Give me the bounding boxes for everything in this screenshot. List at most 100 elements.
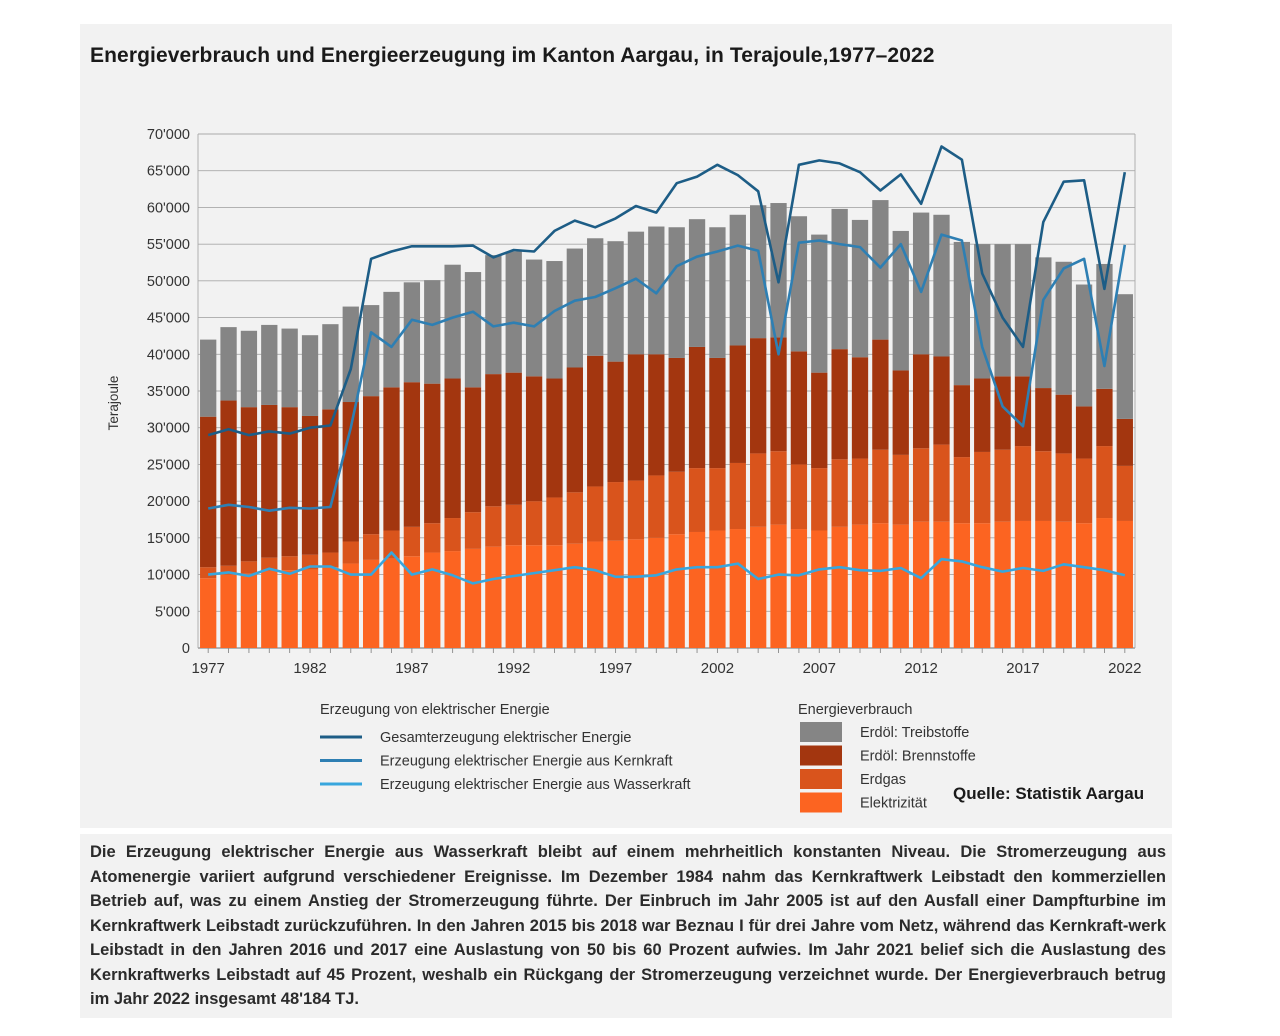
bar-segment (566, 492, 583, 544)
bar-segment (1035, 451, 1052, 521)
x-tick-label: 2022 (1108, 660, 1141, 677)
bar-segment (587, 486, 604, 542)
bar-segment (831, 526, 848, 648)
bar-segment (770, 524, 787, 648)
bar-segment (546, 261, 563, 379)
bar-segment (261, 404, 278, 558)
bar-segment (790, 529, 808, 648)
y-tick-label: 25'000 (147, 457, 190, 473)
bar-segment (933, 521, 950, 648)
bar-segment (933, 356, 950, 445)
bar-segment (892, 454, 909, 525)
y-tick-label: 50'000 (147, 274, 190, 290)
bar-segment (1055, 394, 1072, 454)
source-note: Quelle: Statistik Aargau (953, 784, 1145, 803)
bar-segment (892, 524, 909, 648)
bar-segment (750, 205, 767, 339)
bar-segment (240, 561, 258, 574)
legend-bar-swatch (800, 722, 842, 742)
bar-segment (200, 339, 217, 417)
bar-segment (912, 521, 930, 648)
bar-segment (200, 578, 217, 648)
y-tick-label: 55'000 (147, 237, 190, 253)
bar-segment (566, 367, 583, 493)
bar-segment (668, 357, 685, 472)
bar-segment (912, 354, 930, 449)
bar-segment (851, 524, 869, 648)
bar-segment (811, 468, 828, 531)
bar-segment (240, 407, 258, 562)
bar-segment (546, 497, 563, 546)
bar-segment (790, 216, 808, 352)
y-tick-label: 35'000 (147, 384, 190, 400)
bar-segment (444, 518, 461, 552)
x-tick-label: 1982 (293, 660, 326, 677)
bar-segment (281, 556, 298, 571)
bar-segment (729, 345, 746, 463)
bar-segment (362, 559, 380, 648)
bar-segment (525, 376, 543, 502)
bar-segment (607, 361, 624, 483)
bar-segment (709, 530, 726, 648)
bar-segment (627, 231, 645, 355)
bar-segment (1096, 518, 1113, 648)
bar-segment (424, 383, 441, 524)
legend-line-label: Erzeugung elektrischer Energie aus Kernk… (380, 754, 673, 770)
bar-segment (485, 374, 502, 507)
x-tick-label: 2012 (904, 660, 937, 677)
bar-segment (688, 219, 706, 347)
bar-segment (872, 523, 889, 648)
bar-segment (1014, 520, 1032, 648)
bar-segment (220, 574, 237, 648)
bar-segment (688, 468, 706, 532)
bar-segment (607, 241, 624, 362)
bar-segment (464, 548, 482, 648)
bar-segment (281, 407, 298, 557)
bar-segment (1055, 521, 1072, 648)
bar-segment (301, 415, 319, 555)
chart-svg: 0 5'000 10'000 15'000 20'000 25'000 30'000 35'0… (106, 127, 1142, 813)
bar-segment (505, 504, 522, 546)
bar-segment (1075, 406, 1093, 459)
bar-segment (505, 372, 522, 505)
bar-segment (892, 370, 909, 455)
bar-segment (281, 328, 298, 408)
bar-segment (648, 226, 665, 355)
bar-segment (831, 349, 848, 460)
bar-segment (362, 534, 380, 560)
bar-segment (383, 530, 400, 559)
bar-segment (220, 400, 237, 566)
bar-segment (790, 464, 808, 530)
caption-box: Die Erzeugung elektrischer Energie aus W… (80, 834, 1172, 1018)
y-tick-label: 5'000 (155, 604, 190, 620)
bar-segment (770, 337, 787, 452)
bar-segment (872, 339, 889, 450)
x-tick-label: 1977 (191, 660, 224, 677)
bar-segment (261, 324, 278, 405)
bar-segment (1035, 388, 1052, 452)
bar-segment (953, 241, 971, 386)
legend-lines-title: Erzeugung von elektrischer Energie (320, 702, 550, 718)
x-tick-label: 2007 (803, 660, 836, 677)
bar-segment (362, 305, 380, 397)
chart-figure: Energieverbrauch und Energieerzeugung im… (80, 24, 1172, 828)
bar-segment (403, 282, 421, 383)
legend-line-label: Gesamterzeugung elektrischer Energie (380, 730, 631, 746)
bar-segment (648, 354, 665, 476)
bar-segment (1116, 418, 1133, 466)
bar-segment (1035, 257, 1052, 389)
bar-segment (811, 234, 828, 373)
bar-segment (200, 567, 217, 579)
bar-segment (974, 451, 991, 524)
y-tick-label: 45'000 (147, 311, 190, 327)
legend-bar-swatch (800, 769, 842, 789)
bar-segment (1075, 284, 1093, 407)
bar-segment (322, 552, 339, 568)
legend-bars-title: Energieverbrauch (798, 702, 912, 718)
y-tick-label: 60'000 (147, 200, 190, 216)
bar-segment (546, 545, 563, 648)
bar-segment (872, 200, 889, 340)
bar-segment (342, 541, 359, 564)
bar-segment (729, 462, 746, 530)
bar-segment (1075, 458, 1093, 524)
